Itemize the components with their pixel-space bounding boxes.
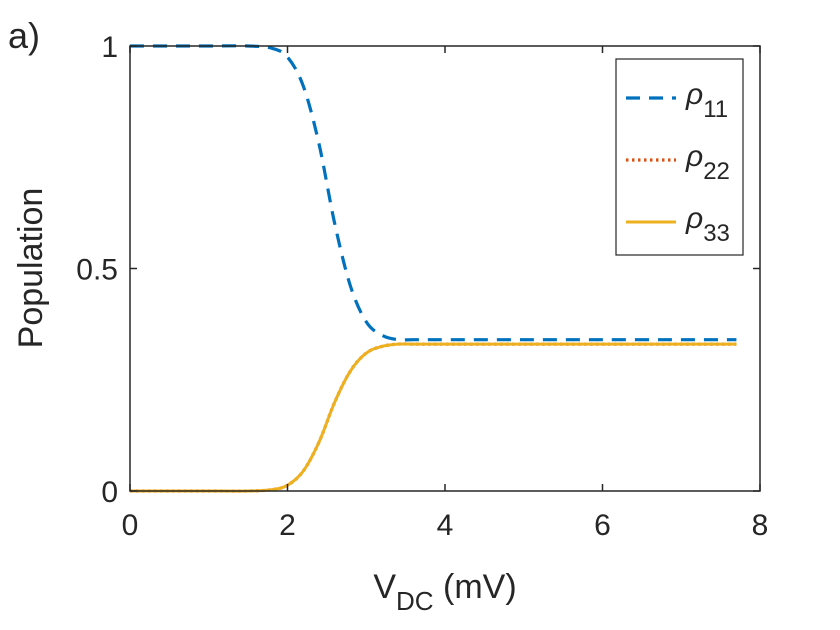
x-tick-label: 0 [122,509,139,542]
legend-label-11: ρ11 [685,78,728,123]
x-axis-label: VDC (mV) [373,568,516,616]
x-axis-label-main: V [373,568,396,606]
ticks-layer: 0 2 4 6 8 0 0.5 1 [76,31,768,542]
legend: ρ11 ρ22 ρ33 [615,58,744,256]
x-tick-label: 2 [279,509,296,542]
series-line-33 [129,342,737,493]
legend-label-22: ρ22 [685,140,730,185]
x-axis-label-subscript: DC [396,586,434,616]
y-tick-label: 0.5 [76,254,118,287]
panel-label: a) [8,15,40,56]
x-axis-label-unit: (mV) [434,568,517,606]
series-line-22 [129,342,737,493]
legend-label-33: ρ33 [685,202,730,247]
x-tick-label: 4 [437,509,454,542]
x-tick-label: 8 [752,509,769,542]
y-tick-label: 0 [101,476,118,509]
y-tick-label: 1 [101,31,118,64]
x-tick-label: 6 [594,509,611,542]
y-axis-label: Population [12,188,50,349]
